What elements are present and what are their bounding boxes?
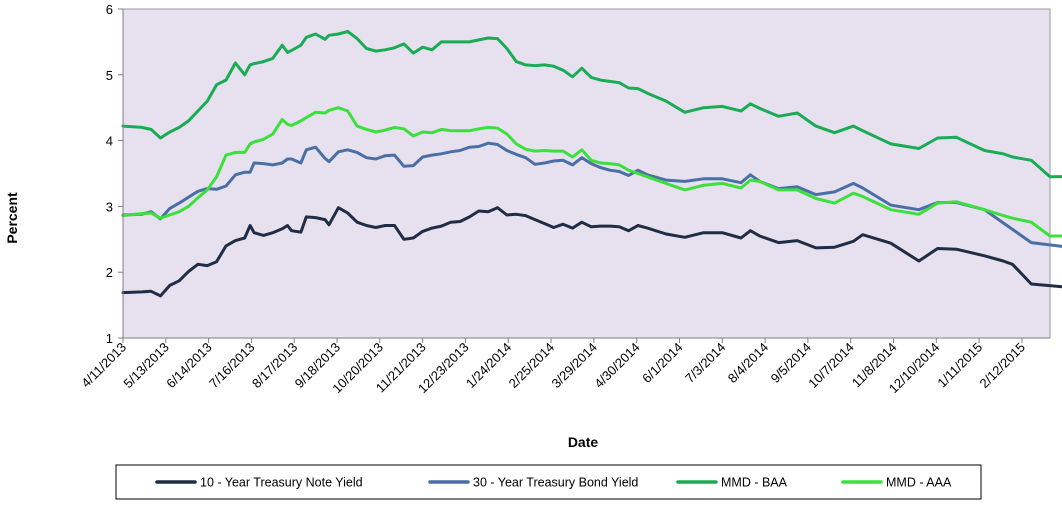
x-tick-label: 1/24/2014 xyxy=(463,340,515,392)
x-tick-label: 6/1/2014 xyxy=(639,340,685,386)
x-tick-label: 6/14/2013 xyxy=(163,340,215,392)
x-tick-label: 7/16/2013 xyxy=(206,340,258,392)
x-axis: 4/11/20135/13/20136/14/20137/16/20138/17… xyxy=(78,337,1050,396)
plot-area xyxy=(122,8,1051,339)
x-tick-label: 4/30/2014 xyxy=(591,340,643,392)
x-axis-title: Date xyxy=(568,434,599,450)
legend-label-4: MMD - AAA xyxy=(886,476,952,490)
series-layer xyxy=(121,29,1062,298)
x-tick-label: 3/29/2014 xyxy=(548,340,600,392)
plot-background xyxy=(122,8,1051,339)
y-tick-label: 2 xyxy=(106,265,113,280)
y-axis: 1 2 3 4 5 6 xyxy=(106,2,124,346)
y-tick-label: 6 xyxy=(106,2,113,17)
legend-label-2: 30 - Year Treasury Bond Yield xyxy=(473,476,638,490)
y-axis-title: Percent xyxy=(4,192,20,244)
legend-label-3: MMD - BAA xyxy=(721,476,788,490)
x-tick-label: 8/4/2014 xyxy=(725,340,771,386)
y-tick-label: 1 xyxy=(106,331,113,346)
series-line-4 xyxy=(121,106,1062,238)
x-tick-label: 7/3/2014 xyxy=(682,340,728,386)
y-tick-label: 5 xyxy=(106,68,113,83)
x-tick-label: 5/13/2013 xyxy=(120,340,172,392)
x-tick-label: 2/25/2014 xyxy=(506,340,558,392)
series-line-1 xyxy=(121,206,1062,298)
x-tick-label: 8/17/2013 xyxy=(249,340,301,392)
legend: 10 - Year Treasury Note Yield 30 - Year T… xyxy=(115,464,982,500)
x-tick-label: 2/12/2015 xyxy=(977,340,1029,392)
y-tick-label: 4 xyxy=(106,134,113,149)
x-tick-label: 10/7/2014 xyxy=(805,340,857,392)
series-line-3 xyxy=(121,29,1062,179)
y-tick-label: 3 xyxy=(106,199,113,214)
legend-box xyxy=(115,464,982,500)
legend-label-1: 10 - Year Treasury Note Yield xyxy=(200,476,363,490)
series-line-2 xyxy=(121,141,1062,248)
